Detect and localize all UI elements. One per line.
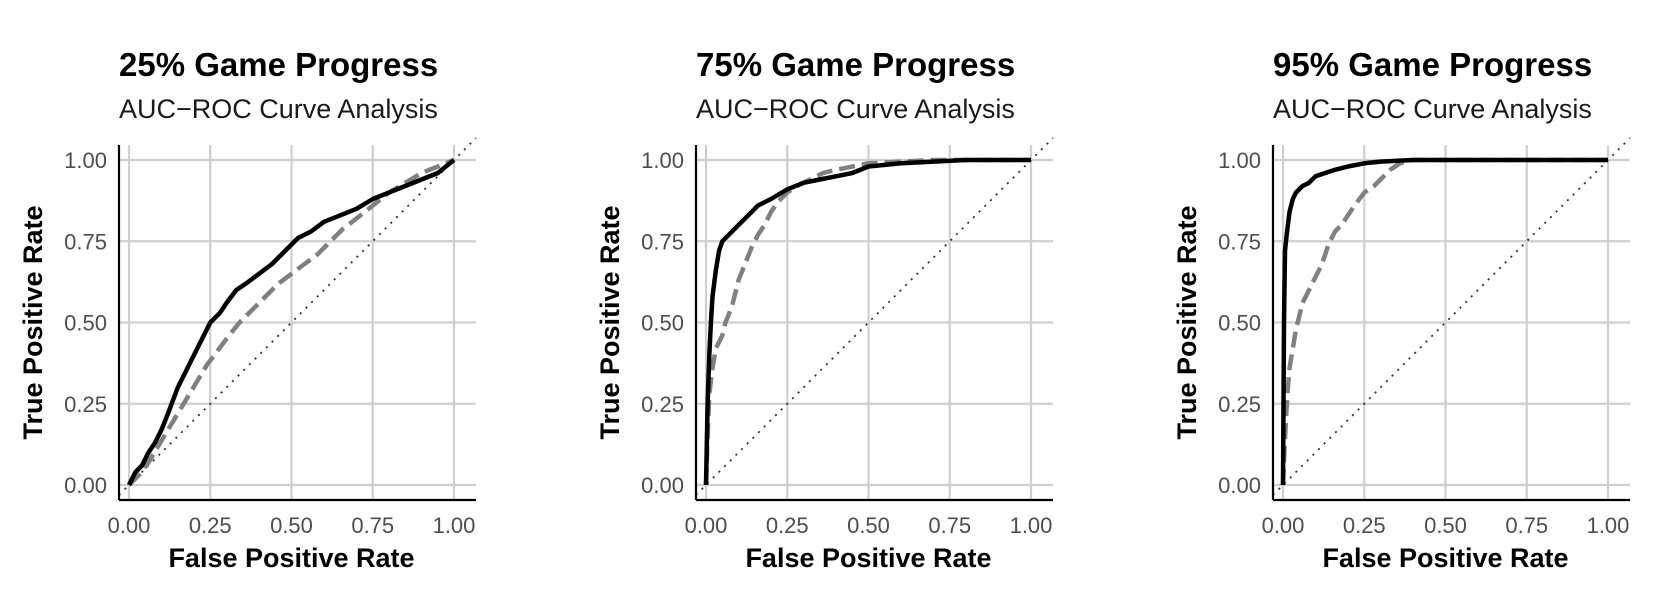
chart-title: 25% Game Progress	[119, 46, 438, 83]
x-tick-label: 0.75	[1505, 513, 1548, 538]
x-tick-label: 1.00	[1587, 513, 1630, 538]
x-tick-label: 0.00	[685, 513, 728, 538]
y-tick-label: 0.75	[1218, 229, 1261, 254]
y-axis-title: True Positive Rate	[18, 205, 48, 439]
y-tick-label: 0.00	[1218, 473, 1261, 498]
x-tick-label: 1.00	[1010, 513, 1053, 538]
x-tick-label: 0.25	[1343, 513, 1386, 538]
x-axis-title: False Positive Rate	[168, 543, 414, 573]
roc-panel-1: 25% Game Progress AUC−ROC Curve Analysis 0…	[18, 46, 477, 573]
y-tick-label: 0.75	[64, 229, 107, 254]
y-tick-label: 0.50	[64, 311, 107, 336]
roc-panel-3: 95% Game Progress AUC−ROC Curve Analysis 0…	[1172, 46, 1631, 573]
chart-title: 95% Game Progress	[1273, 46, 1592, 83]
diagonal-reference-line	[118, 137, 477, 496]
y-tick-label: 1.00	[1218, 148, 1261, 173]
x-tick-label: 0.25	[189, 513, 232, 538]
roc-panel-2: 75% Game Progress AUC−ROC Curve Analysis 0…	[595, 46, 1054, 573]
x-axis-title: False Positive Rate	[745, 543, 991, 573]
y-tick-label: 0.25	[641, 392, 684, 417]
x-tick-label: 0.25	[766, 513, 809, 538]
x-tick-label: 0.00	[1262, 513, 1305, 538]
x-tick-label: 0.50	[270, 513, 313, 538]
chart-subtitle: AUC−ROC Curve Analysis	[1273, 94, 1592, 124]
x-tick-label: 0.50	[1424, 513, 1467, 538]
chart-title: 75% Game Progress	[696, 46, 1015, 83]
y-tick-label: 0.25	[1218, 392, 1261, 417]
chart-subtitle: AUC−ROC Curve Analysis	[119, 94, 438, 124]
y-tick-label: 0.25	[64, 392, 107, 417]
y-tick-label: 0.00	[64, 473, 107, 498]
x-tick-label: 0.75	[928, 513, 971, 538]
x-tick-label: 0.50	[847, 513, 890, 538]
x-axis-title: False Positive Rate	[1322, 543, 1568, 573]
roc-curve-solid	[126, 158, 456, 487]
y-axis-title: True Positive Rate	[1172, 205, 1202, 439]
y-tick-label: 0.00	[641, 473, 684, 498]
roc-curve-solid	[1280, 157, 1608, 486]
y-tick-label: 1.00	[64, 148, 107, 173]
x-tick-label: 0.00	[108, 513, 151, 538]
y-tick-label: 0.75	[641, 229, 684, 254]
x-tick-label: 1.00	[433, 513, 476, 538]
chart-subtitle: AUC−ROC Curve Analysis	[696, 94, 1015, 124]
diagonal-reference-line	[1272, 137, 1631, 496]
y-axis-title: True Positive Rate	[595, 205, 625, 439]
roc-curve-dashed	[127, 157, 455, 487]
y-tick-label: 0.50	[641, 311, 684, 336]
y-tick-label: 0.50	[1218, 311, 1261, 336]
y-tick-label: 1.00	[641, 148, 684, 173]
diagonal-reference-line	[695, 137, 1054, 496]
roc-curve-solid	[703, 157, 1031, 486]
x-tick-label: 0.75	[351, 513, 394, 538]
